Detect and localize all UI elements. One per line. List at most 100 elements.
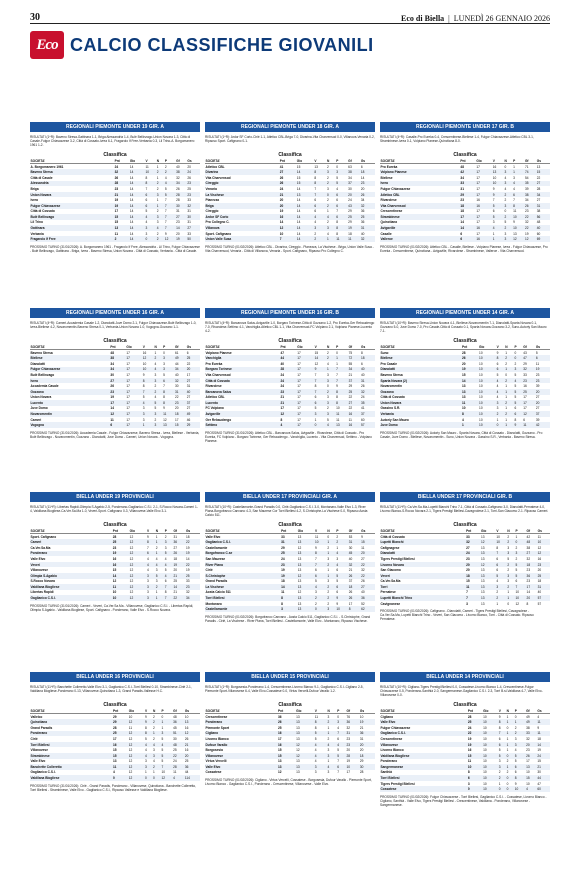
stat-cell: 13 — [162, 422, 175, 429]
stat-cell: 18 — [174, 411, 187, 417]
stat-cell: 34 — [174, 366, 187, 373]
stat-cell: 6 — [314, 209, 317, 214]
stat-cell: 1 — [506, 748, 509, 753]
team-name: S.Christophe — [205, 572, 281, 579]
column-header: Gs — [186, 159, 200, 165]
stat-cell: 8 — [496, 355, 505, 361]
stat-cell: 38 — [526, 545, 531, 550]
stat-cell: 29 — [523, 361, 527, 366]
stat-cell: 38 — [175, 169, 187, 175]
stat-cell: 13 — [297, 606, 315, 613]
stat-cell: 7 — [492, 198, 495, 203]
stat-cell: 36 — [360, 220, 365, 225]
stat-cell: 34 — [185, 595, 200, 601]
stat-cell: 9 — [163, 406, 165, 411]
team-name: Torri — [380, 584, 466, 590]
team-name: Valle Elvo — [30, 759, 46, 764]
stat-cell: 3 — [498, 764, 507, 770]
stat-cell: 17 — [459, 214, 476, 220]
stat-cell: 14 — [129, 202, 145, 209]
table-row: Grand Paradis 28 11 8 2 1 45 16 — [30, 725, 200, 731]
team-name: Vogogna — [30, 422, 110, 429]
stat-cell: 8 — [313, 169, 327, 175]
table-header-row: SOCIETA' Pnt Gio V N P Gf Gs — [380, 709, 550, 715]
stat-cell: 17 — [280, 406, 284, 411]
team-name: La Vischese — [205, 191, 280, 198]
stat-cell: 12 — [129, 556, 134, 561]
stat-cell: 34 — [348, 175, 352, 180]
stat-cell: 2 — [515, 556, 518, 561]
table-row: Gassino S.R. 10 10 3 1 6 17 27 — [380, 406, 550, 412]
table-row: Venaria 24 14 7 3 4 30 20 — [205, 186, 375, 192]
stat-cell: 8 — [512, 202, 525, 209]
column-header: Gf — [526, 529, 538, 535]
stat-cell: 18 — [359, 752, 375, 759]
stat-cell: 17 — [475, 180, 493, 187]
table-row: Quinctiana 29 12 9 2 1 36 13 — [30, 719, 200, 725]
table-row: Banchette Colleretto 11 12 3 2 7 28 36 — [30, 764, 200, 770]
stat-cell: 16 — [112, 561, 130, 568]
stat-cell: 13 — [462, 384, 466, 389]
stat-cell: 4 — [164, 175, 167, 180]
stat-cell: 4 — [513, 377, 523, 384]
stat-cell: 47 — [280, 350, 284, 355]
stat-cell: 12 — [278, 770, 282, 775]
stat-cell: 20 — [346, 748, 351, 753]
team-name: River Plana — [205, 561, 281, 568]
stat-cell: 7 — [466, 590, 468, 595]
stat-cell: 12 — [129, 539, 147, 545]
stat-cell: 3 — [155, 579, 158, 584]
stat-cell: 11 — [522, 422, 536, 429]
column-header: N — [155, 529, 165, 535]
team-name: Banchette Colleretto — [30, 764, 113, 770]
team-name: Montanaro — [205, 601, 222, 606]
stat-cell: 72 — [348, 355, 361, 361]
table-row: Union Valle Susa 7 14 2 1 11 11 32 — [205, 236, 375, 243]
stat-cell: 17 — [297, 406, 301, 411]
table-row: Settimo 4 17 0 4 13 16 57 — [205, 422, 375, 429]
stat-cell: 8 — [314, 550, 327, 557]
stat-cell: 1 — [326, 366, 336, 373]
stat-cell: 7 — [314, 372, 317, 377]
table-row: Vita Charvensod 18 16 5 3 8 26 31 — [380, 202, 550, 209]
team-name: Ivrea — [30, 198, 38, 203]
stat-cell: 25 — [185, 572, 200, 579]
stat-cell: 17 — [476, 186, 480, 191]
stat-cell: 6 — [162, 377, 175, 384]
stat-cell: 12 — [314, 361, 319, 366]
table-row: Ger Rebaudengo 8 17 1 5 11 11 60 — [205, 417, 375, 423]
team-name: Biellese — [380, 355, 462, 361]
team-name: Borgaro Torinese — [205, 366, 280, 373]
stat-cell: 10 — [479, 406, 483, 411]
stat-cell: 10 — [479, 417, 483, 422]
table-row: Lupetti Bianchi Trino 7 13 2 1 10 20 57 — [380, 595, 550, 601]
stat-cell: 1 — [326, 550, 336, 557]
stat-cell: 1 — [161, 719, 173, 725]
stat-cell: 29 — [459, 191, 476, 198]
table-row: Fulgor Chiavazzese 19 14 6 1 7 30 32 — [30, 202, 200, 209]
stat-cell: 10 — [482, 764, 499, 770]
stat-cell: 33 — [523, 372, 527, 377]
column-header: Gio — [296, 159, 314, 165]
stat-cell: 40 — [360, 231, 365, 236]
stat-cell: 19 — [359, 719, 375, 725]
stat-cell: 7 — [164, 202, 176, 209]
stat-cell: 11 — [361, 545, 365, 550]
stat-cell: 8 — [348, 606, 361, 613]
stat-cell: 3 — [327, 579, 330, 584]
team-name: Avigaville — [205, 411, 280, 417]
team-name: Rivarolese — [380, 198, 397, 203]
stat-cell: 6 — [314, 572, 327, 579]
column-header: Gio — [129, 159, 145, 165]
table-row: Suno 28 10 9 1 0 43 5 — [380, 350, 550, 356]
stat-cell: 33 — [525, 730, 537, 737]
stat-cell: 10 — [336, 406, 340, 411]
table-row: Ponderano 26 13 8 2 3 36 19 — [205, 719, 375, 725]
team-name: Lupetti Bianchi — [380, 539, 466, 545]
next-round-text: PROSSIMO TURNO (01/02/2026): Fulgor Chia… — [380, 795, 547, 808]
stat-cell: 12 — [128, 752, 145, 759]
column-header: N — [152, 709, 161, 715]
stat-cell: 11 — [461, 400, 479, 406]
stat-cell: 0 — [144, 775, 153, 781]
stat-cell: 5 — [163, 372, 165, 377]
